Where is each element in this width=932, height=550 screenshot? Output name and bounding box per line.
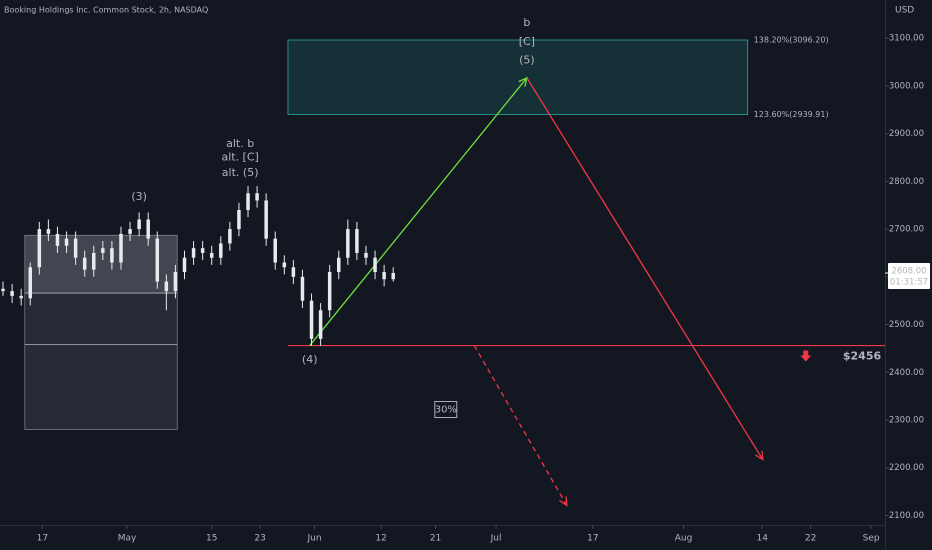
candle-body bbox=[82, 257, 87, 270]
candle-body bbox=[318, 310, 323, 339]
currency: USD bbox=[895, 6, 914, 16]
candle-body bbox=[391, 273, 395, 280]
candle-body bbox=[237, 210, 241, 230]
candle-body bbox=[55, 233, 60, 246]
x-tick-label: 23 bbox=[254, 534, 265, 544]
x-tick-label: 15 bbox=[206, 534, 217, 544]
support-label: $2456 bbox=[843, 350, 882, 363]
candle-body bbox=[246, 193, 250, 210]
candle-body bbox=[1, 288, 5, 292]
wave-label: b bbox=[523, 16, 530, 29]
candle-body bbox=[228, 229, 232, 244]
y-tick-label: 2100.00 bbox=[889, 511, 924, 521]
candle-body bbox=[110, 248, 114, 263]
probability-box bbox=[434, 401, 458, 418]
y-tick-label: 2900.00 bbox=[889, 129, 924, 139]
y-tick-label: 2700.00 bbox=[889, 225, 924, 235]
x-tick-label: Jun bbox=[307, 534, 322, 544]
candle-body bbox=[46, 229, 51, 234]
candle-body bbox=[10, 291, 14, 296]
probability-label: 30% bbox=[435, 405, 457, 416]
wave-label: alt. b bbox=[226, 137, 254, 150]
wave-label: (3) bbox=[131, 190, 147, 203]
last-price-tag bbox=[888, 263, 930, 289]
candle-body bbox=[346, 229, 350, 258]
candle-body bbox=[146, 219, 150, 239]
candle-body bbox=[19, 295, 23, 299]
candle-body bbox=[173, 272, 178, 292]
candle-body bbox=[382, 272, 386, 280]
wave-label: [C] bbox=[519, 35, 535, 48]
projection-line bbox=[473, 345, 568, 506]
last-price-label: 2608.00 bbox=[891, 267, 926, 277]
chart-title: Booking Holdings Inc. Common Stock, 2h, … bbox=[4, 6, 208, 15]
candle-body bbox=[137, 219, 141, 230]
candle-body bbox=[273, 238, 277, 263]
x-tick-label: 17 bbox=[587, 534, 598, 544]
projection-line bbox=[526, 77, 764, 460]
candle-body bbox=[282, 262, 287, 268]
x-tick-label: 14 bbox=[756, 534, 768, 544]
candle-body bbox=[101, 248, 105, 253]
wave-label: alt. (5) bbox=[222, 166, 259, 179]
y-tick-label: 3000.00 bbox=[889, 81, 924, 91]
candle-body bbox=[209, 252, 214, 258]
candle-body bbox=[309, 300, 314, 339]
candle-body bbox=[364, 252, 368, 258]
candle-body bbox=[300, 276, 305, 301]
wave-label: (4) bbox=[302, 353, 318, 366]
candle-body bbox=[64, 238, 69, 246]
arrow-head bbox=[754, 450, 764, 461]
y-tick-label: 2500.00 bbox=[889, 320, 924, 330]
candle-body bbox=[255, 193, 259, 201]
range-box-upper bbox=[24, 235, 178, 294]
down-arrow-icon bbox=[800, 350, 812, 362]
y-tick-label: 2400.00 bbox=[889, 368, 924, 378]
x-tick-label: Sep bbox=[863, 534, 880, 544]
candle-body bbox=[200, 248, 205, 253]
candle-body bbox=[327, 272, 332, 311]
y-tick-label: 2800.00 bbox=[889, 177, 924, 187]
candle-body bbox=[373, 257, 377, 273]
candle-body bbox=[182, 257, 187, 273]
x-tick-label: Aug bbox=[675, 534, 693, 544]
candle-body bbox=[337, 257, 341, 273]
zone-label: 123.60%(2939.91) bbox=[754, 110, 829, 119]
x-tick-label: 12 bbox=[375, 534, 386, 544]
candle-body bbox=[119, 233, 123, 263]
x-tick-label: 21 bbox=[430, 534, 441, 544]
y-tick-label: 3100.00 bbox=[889, 34, 924, 44]
candle-body bbox=[264, 200, 268, 239]
candle-body bbox=[73, 238, 78, 258]
candle-body bbox=[155, 238, 160, 282]
y-tick-label: 2200.00 bbox=[889, 463, 924, 473]
candle-body bbox=[355, 229, 359, 253]
y-tick-label: 2300.00 bbox=[889, 416, 924, 426]
target-zone bbox=[287, 39, 749, 115]
range-box bbox=[24, 234, 178, 430]
x-tick-label: Jul bbox=[490, 534, 502, 544]
candle-body bbox=[128, 229, 132, 234]
arrow-head bbox=[558, 496, 568, 507]
wave-label: alt. [C] bbox=[221, 151, 258, 164]
candle-body bbox=[219, 243, 223, 258]
x-tick-label: 22 bbox=[805, 534, 816, 544]
x-tick-label: May bbox=[118, 534, 137, 544]
candle-body bbox=[164, 281, 169, 292]
candle-body bbox=[92, 252, 96, 270]
wave-label: (5) bbox=[519, 54, 535, 67]
candle-body bbox=[28, 267, 32, 299]
candle-body bbox=[291, 267, 296, 277]
countdown-label: 01:31:57 bbox=[890, 278, 928, 288]
projection-line bbox=[309, 77, 528, 346]
candle-body bbox=[191, 248, 196, 258]
candle-body bbox=[37, 229, 42, 268]
zone-label: 138.20%(3096.20) bbox=[754, 35, 829, 44]
x-tick-label: 17 bbox=[37, 534, 48, 544]
